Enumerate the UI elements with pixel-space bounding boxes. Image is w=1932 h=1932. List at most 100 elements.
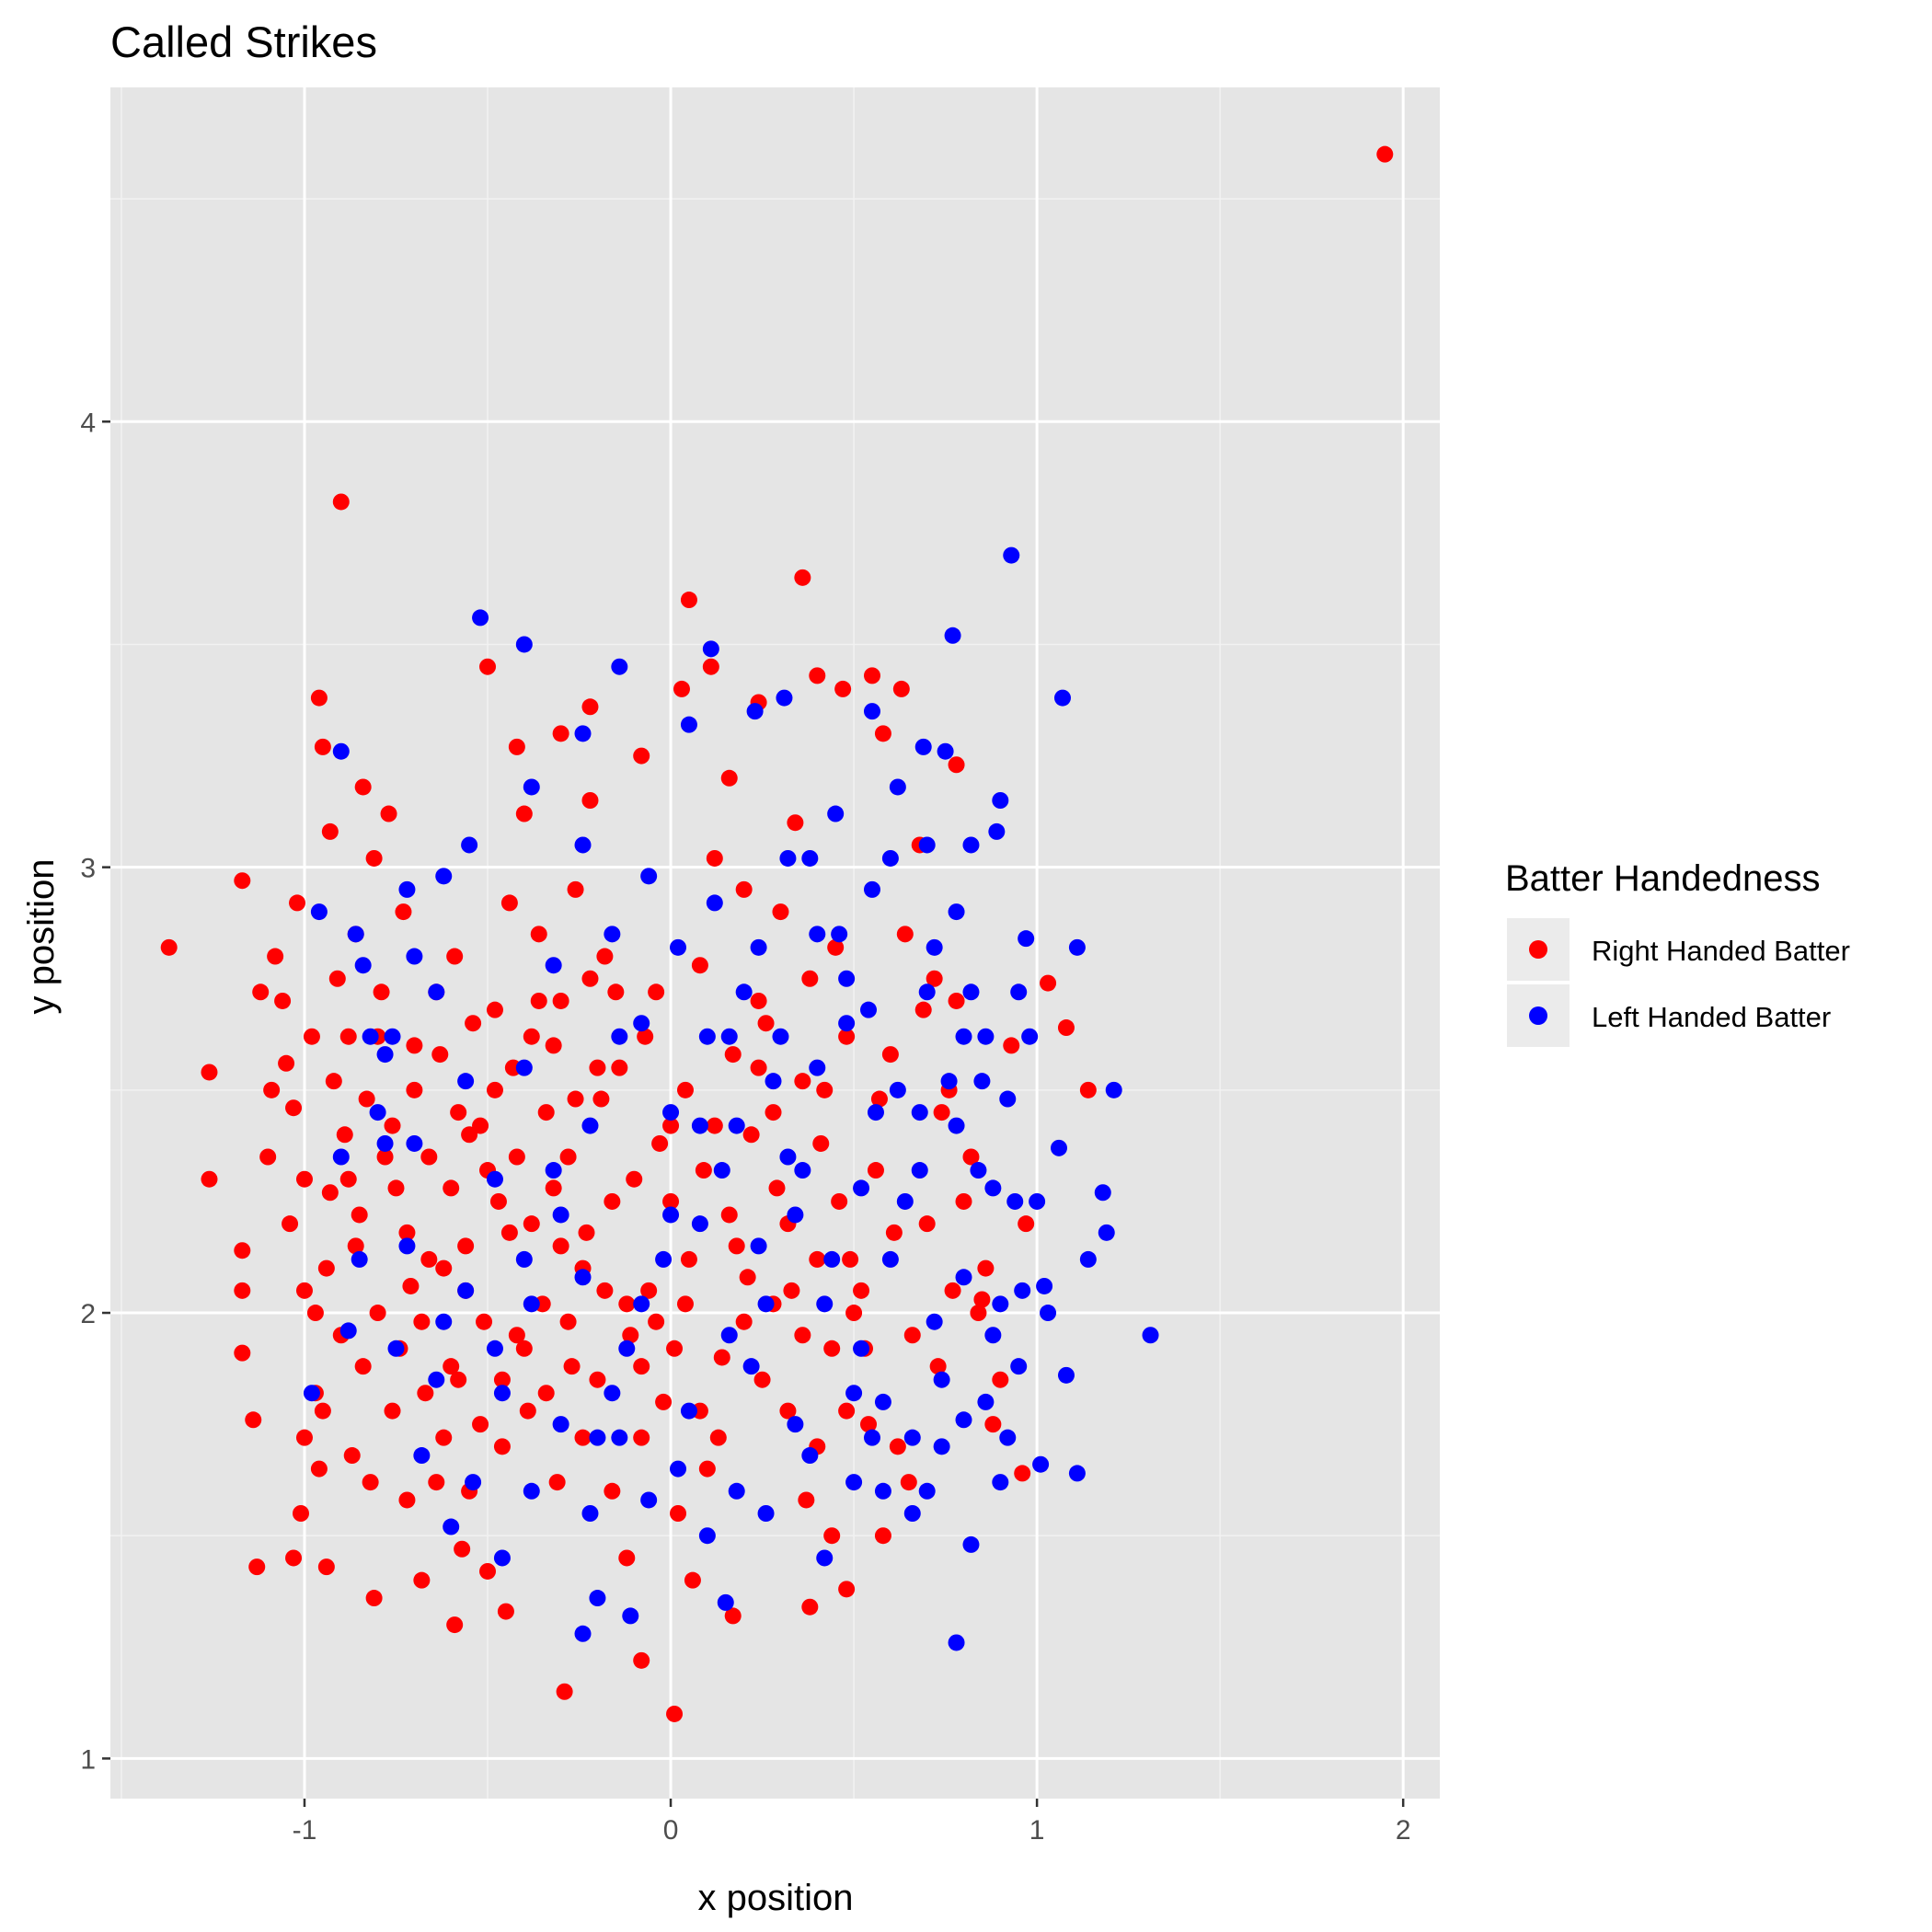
- point-left-handed: [728, 1482, 745, 1500]
- point-left-handed: [720, 1028, 738, 1045]
- point-right-handed: [314, 1402, 331, 1420]
- point-left-handed: [889, 1081, 906, 1098]
- legend-marker-left-handed: [1529, 1006, 1547, 1025]
- point-left-handed: [999, 1429, 1017, 1446]
- point-right-handed: [259, 1148, 277, 1166]
- point-right-handed: [977, 1259, 995, 1277]
- point-left-handed: [918, 1482, 936, 1500]
- point-right-handed: [413, 1313, 431, 1330]
- point-right-handed: [395, 903, 412, 921]
- point-right-handed: [310, 1460, 328, 1478]
- point-left-handed: [706, 894, 723, 912]
- point-left-handed: [589, 1429, 606, 1446]
- point-right-handed: [842, 1250, 859, 1268]
- y-axis: 1 2 3 4: [80, 408, 110, 1775]
- point-right-handed: [417, 1385, 434, 1402]
- point-left-handed: [860, 1001, 878, 1018]
- point-right-handed: [728, 1237, 745, 1255]
- point-right-handed: [655, 1393, 673, 1410]
- point-right-handed: [809, 1250, 826, 1268]
- point-right-handed: [325, 1073, 342, 1090]
- point-right-handed: [336, 1126, 353, 1144]
- point-right-handed: [750, 992, 767, 1009]
- point-right-handed: [948, 992, 965, 1009]
- point-right-handed: [295, 1170, 313, 1188]
- point-right-handed: [267, 948, 284, 965]
- point-left-handed: [948, 903, 965, 921]
- point-left-handed: [845, 1385, 863, 1402]
- point-right-handed: [201, 1170, 218, 1188]
- point-right-handed: [398, 1491, 416, 1509]
- point-left-handed: [889, 778, 906, 796]
- point-left-handed: [369, 1104, 386, 1121]
- point-right-handed: [881, 1046, 899, 1064]
- point-right-handed: [955, 1192, 972, 1210]
- point-right-handed: [552, 1237, 569, 1255]
- point-right-handed: [351, 1206, 368, 1224]
- point-right-handed: [493, 1371, 511, 1388]
- point-right-handed: [472, 1117, 489, 1134]
- point-right-handed: [493, 1438, 511, 1455]
- point-left-handed: [1105, 1081, 1122, 1098]
- point-left-handed: [461, 836, 478, 854]
- point-right-handed: [933, 1104, 950, 1121]
- point-right-handed: [450, 1104, 467, 1121]
- point-left-handed: [717, 1593, 734, 1611]
- point-left-handed: [633, 1295, 650, 1313]
- point-left-handed: [332, 742, 350, 760]
- point-right-handed: [285, 1549, 303, 1567]
- point-left-handed: [962, 1535, 980, 1553]
- point-left-handed: [493, 1549, 511, 1567]
- point-right-handed: [332, 493, 350, 511]
- point-left-handed: [633, 1015, 650, 1032]
- point-right-handed: [666, 1705, 684, 1722]
- point-right-handed: [486, 1001, 503, 1018]
- point-left-handed: [457, 1282, 475, 1299]
- point-right-handed: [706, 1117, 723, 1134]
- point-left-handed: [347, 926, 364, 943]
- point-right-handed: [885, 1224, 903, 1241]
- point-right-handed: [1003, 1037, 1020, 1054]
- point-left-handed: [486, 1340, 503, 1357]
- point-left-handed: [662, 1206, 680, 1224]
- point-right-handed: [500, 894, 518, 912]
- point-left-handed: [823, 1250, 841, 1268]
- point-left-handed: [977, 1393, 995, 1410]
- point-left-handed: [746, 703, 764, 720]
- point-left-handed: [1053, 689, 1071, 707]
- point-left-handed: [911, 1162, 928, 1179]
- point-left-handed: [406, 1134, 423, 1152]
- point-left-handed: [604, 1385, 621, 1402]
- point-right-handed: [289, 894, 306, 912]
- point-right-handed: [900, 1474, 917, 1491]
- point-left-handed: [574, 725, 592, 742]
- point-right-handed: [567, 1090, 584, 1108]
- point-right-handed: [596, 1282, 614, 1299]
- point-left-handed: [611, 1429, 628, 1446]
- point-right-handed: [234, 1242, 251, 1259]
- point-right-handed: [633, 1651, 650, 1669]
- point-left-handed: [720, 1327, 738, 1344]
- point-right-handed: [472, 1416, 489, 1433]
- point-right-handed: [450, 1371, 467, 1388]
- point-left-handed: [970, 1162, 987, 1179]
- point-right-handed: [772, 903, 789, 921]
- point-left-handed: [973, 1073, 991, 1090]
- point-right-handed: [234, 1344, 251, 1362]
- point-right-handed: [812, 1134, 830, 1152]
- legend-label-left-handed: Left Handed Batter: [1592, 1001, 1831, 1033]
- point-right-handed: [753, 1371, 771, 1388]
- point-left-handed: [435, 1313, 453, 1330]
- point-right-handed: [838, 1402, 856, 1420]
- point-right-handed: [402, 1277, 420, 1294]
- point-left-handed: [1068, 1465, 1086, 1482]
- point-right-handed: [695, 1162, 712, 1179]
- point-left-handed: [589, 1590, 606, 1607]
- point-right-handed: [896, 926, 914, 943]
- point-right-handed: [637, 1028, 654, 1045]
- point-left-handed: [728, 1117, 745, 1134]
- point-right-handed: [724, 1607, 742, 1625]
- point-left-handed: [1014, 1282, 1031, 1299]
- point-right-handed: [1376, 145, 1394, 163]
- point-right-handed: [428, 1474, 445, 1491]
